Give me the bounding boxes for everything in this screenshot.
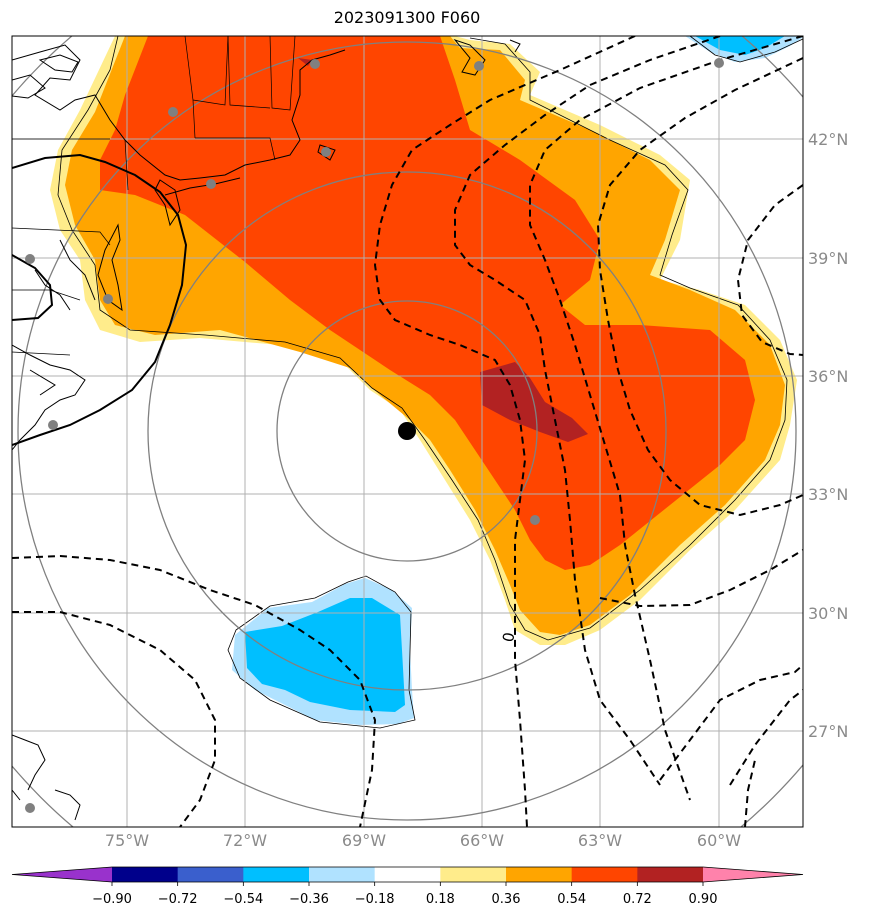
lon-label: 69°W bbox=[342, 831, 386, 850]
colorbar-swatch bbox=[177, 867, 244, 882]
lon-label: 75°W bbox=[105, 831, 149, 850]
coastlines bbox=[12, 38, 521, 821]
colorbar-tick-label: 0.90 bbox=[689, 892, 718, 907]
thin-contour-top-right bbox=[689, 36, 803, 63]
colorbar-swatch bbox=[112, 867, 179, 882]
longitude-labels: 75°W 72°W 69°W 66°W 63°W 60°W bbox=[105, 831, 741, 850]
colorbar-tick-label: 0.18 bbox=[426, 892, 455, 907]
colorbar-swatch bbox=[243, 867, 310, 882]
lon-label: 66°W bbox=[460, 831, 504, 850]
station-markers bbox=[25, 58, 724, 813]
graticule bbox=[12, 36, 803, 827]
lat-label: 39°N bbox=[808, 249, 848, 268]
colorbar-tick-label: 0.72 bbox=[623, 892, 652, 907]
thin-contour-positive bbox=[57, 36, 788, 641]
solid-contour bbox=[12, 153, 188, 446]
lon-label: 63°W bbox=[578, 831, 622, 850]
colorbar-swatch bbox=[506, 867, 573, 882]
map-title: 2023091300 F060 bbox=[333, 8, 481, 27]
lon-label: 60°W bbox=[697, 831, 741, 850]
lat-label: 33°N bbox=[808, 485, 848, 504]
shade-dark-red-small bbox=[298, 58, 312, 66]
colorbar: −0.90 −0.72 −0.54 −0.36 −0.18 0.18 0.36 0.54 0.7… bbox=[11, 866, 804, 907]
colorbar-extend-low bbox=[12, 867, 112, 882]
colorbar-tick-label: −0.36 bbox=[289, 892, 329, 907]
solid-contour-loop bbox=[12, 254, 54, 321]
latitude-labels: 42°N 39°N 36°N 33°N 30°N 27°N bbox=[808, 130, 848, 741]
contour-label-0: 0 bbox=[499, 631, 518, 644]
storm-center-marker bbox=[398, 422, 416, 440]
lat-label: 42°N bbox=[808, 130, 848, 149]
colorbar-tick-label: 0.54 bbox=[557, 892, 586, 907]
colorbar-swatch bbox=[440, 867, 507, 882]
colorbar-tick-label: −0.90 bbox=[92, 892, 132, 907]
colorbar-tick-label: −0.18 bbox=[355, 892, 395, 907]
lat-label: 36°N bbox=[808, 367, 848, 386]
colorbar-swatch bbox=[374, 867, 441, 882]
colorbar-tick-label: 0.36 bbox=[492, 892, 521, 907]
colorbar-extend-high bbox=[703, 867, 803, 882]
colorbar-swatch bbox=[309, 867, 376, 882]
lon-label: 72°W bbox=[223, 831, 267, 850]
colorbar-tick-label: −0.72 bbox=[158, 892, 198, 907]
lat-label: 30°N bbox=[808, 604, 848, 623]
dashed-contours bbox=[12, 36, 803, 827]
colorbar-tick-label: −0.54 bbox=[223, 892, 263, 907]
shade-deep-sky-blue bbox=[245, 598, 405, 712]
map-frame bbox=[11, 35, 804, 828]
shade-top-right-deep-blue bbox=[695, 36, 785, 55]
colorbar-swatch bbox=[637, 867, 704, 882]
lat-label: 27°N bbox=[808, 722, 848, 741]
colorbar-swatch bbox=[571, 867, 638, 882]
